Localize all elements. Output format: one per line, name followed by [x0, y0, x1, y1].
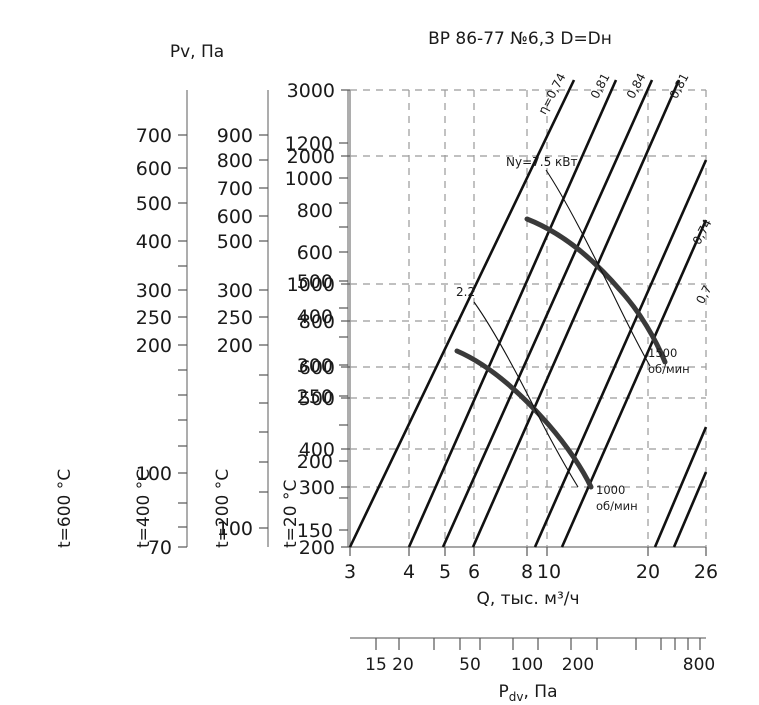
temp200-tick-150: 150 — [297, 520, 333, 542]
main-x-tick-26: 26 — [694, 561, 718, 583]
speed-line-7 — [653, 426, 708, 548]
efficiency-label-081b: 0,81 — [667, 71, 692, 101]
temp200-tick-200: 200 — [297, 451, 333, 473]
pdv-tick-15: 15 — [365, 655, 387, 675]
temp400-tick-250: 250 — [217, 307, 253, 329]
temp200-tick-300: 300 — [297, 355, 333, 377]
speed-line-8 — [672, 471, 708, 548]
temp400-tick-800: 800 — [217, 150, 253, 172]
horizontal-gridlines — [350, 89, 706, 488]
annotation-1500-rpm-unit: об/мин — [648, 362, 690, 376]
temp400-tick-300: 300 — [217, 280, 253, 302]
main-x-tick-10: 10 — [537, 561, 561, 583]
temp600-tick-600: 600 — [136, 158, 172, 180]
pdv-tick-50: 50 — [459, 655, 481, 675]
pdv-axis-title-p: P — [499, 682, 509, 702]
temp200-tick-800: 800 — [297, 200, 333, 222]
vertical-gridlines — [408, 90, 707, 547]
annotation-power-2p2: 2.2 — [456, 285, 475, 299]
temp200-tick-400: 400 — [297, 306, 333, 328]
speed-line-6 — [560, 219, 708, 548]
main-x-ticks — [349, 547, 707, 556]
main-x-tick-5: 5 — [439, 561, 451, 583]
temp600-tick-250: 250 — [136, 307, 172, 329]
main-y-tick-3000: 3000 — [287, 80, 335, 102]
main-plot: 3000 2000 1000 800 600 500 400 300 200 t… — [281, 71, 718, 609]
pdv-axis-title-unit: , Па — [523, 682, 557, 702]
temp200-tick-1200: 1200 — [285, 133, 333, 155]
temp400-tick-900: 900 — [217, 125, 253, 147]
annotation-1500-rpm-value: 1500 — [648, 346, 677, 360]
temp400-tick-700: 700 — [217, 178, 253, 200]
main-x-tick-3: 3 — [344, 561, 356, 583]
main-y-tick-1000: 1000 — [287, 274, 335, 296]
temp600-tick-400: 400 — [136, 231, 172, 253]
main-y-tick-300: 300 — [299, 477, 335, 499]
temp-axis-400-label: t=400 °C — [134, 469, 154, 548]
main-y-tick-800: 800 — [299, 311, 335, 333]
main-y-ticks — [341, 89, 350, 548]
temp-axis-600: 700 600 500 400 300 250 200 100 70 t=600… — [55, 90, 188, 559]
power-curve-2p2 — [473, 301, 579, 488]
temp400-tick-200: 200 — [217, 335, 253, 357]
pv-axis-header: Pv, Па — [170, 42, 224, 62]
temp600-tick-300: 300 — [136, 280, 172, 302]
main-y-tick-200: 200 — [299, 537, 335, 559]
pdv-tick-800: 800 — [683, 655, 715, 675]
speed-lines — [348, 79, 708, 548]
main-y-tick-500: 500 — [299, 388, 335, 410]
temp200-tick-600: 600 — [297, 242, 333, 264]
pdv-axis-title-sub: dv — [509, 690, 524, 704]
pdv-tick-200: 200 — [562, 655, 594, 675]
curve-1500-rpm — [524, 216, 668, 365]
temp600-tick-100: 100 — [136, 463, 172, 485]
temp600-tick-70: 70 — [148, 537, 172, 559]
speed-line-1 — [348, 79, 576, 548]
pdv-tick-20: 20 — [392, 655, 414, 675]
efficiency-labels-right: 0,74 0,7 — [690, 217, 715, 306]
speed-line-5 — [533, 159, 708, 548]
temp200-tick-1000: 1000 — [285, 168, 333, 190]
speed-line-3 — [441, 79, 654, 548]
temp-axis-200: 1200 1000 800 600 500 400 300 250 200 15… — [213, 90, 349, 548]
temp-axis-200-label: t=200 °C — [213, 469, 233, 548]
temp400-tick-100: 100 — [217, 518, 253, 540]
temp-axis-400: 900 800 700 600 500 300 250 200 100 t=40… — [134, 90, 269, 548]
main-x-tick-20: 20 — [636, 561, 660, 583]
temp200-tick-250: 250 — [297, 386, 333, 408]
main-y-tick-600: 600 — [299, 357, 335, 379]
annotation-1000-rpm-value: 1000 — [596, 483, 625, 497]
temp400-tick-600: 600 — [217, 206, 253, 228]
curve-1000-rpm — [454, 348, 594, 490]
main-x-tick-8: 8 — [521, 561, 533, 583]
efficiency-label-right-07: 0,7 — [693, 283, 714, 306]
annotation-1000-rpm-unit: об/мин — [596, 499, 638, 513]
chart-title: ВР 86-77 №6,3 D=Dн — [428, 29, 612, 49]
x-axis-title: Q, тыс. м³/ч — [476, 589, 579, 609]
speed-line-2 — [407, 79, 618, 548]
main-y-tick-400: 400 — [299, 439, 335, 461]
main-x-tick-6: 6 — [468, 561, 480, 583]
temp600-tick-500: 500 — [136, 193, 172, 215]
speed-line-4 — [471, 79, 681, 548]
temp400-tick-500: 500 — [217, 231, 253, 253]
temp600-tick-200: 200 — [136, 335, 172, 357]
temp600-tick-700: 700 — [136, 125, 172, 147]
temp-axis-600-label: t=600 °C — [55, 469, 75, 548]
pdv-axis-title: Pdv, Па — [499, 682, 558, 704]
temp-axis-20-label: t=20 °C — [281, 480, 301, 548]
pdv-tick-100: 100 — [511, 655, 543, 675]
main-x-tick-4: 4 — [403, 561, 415, 583]
power-curve-7p5 — [545, 169, 651, 367]
annotation-power-7p5: Nу=7.5 кВт — [506, 155, 578, 169]
temp200-tick-500: 500 — [297, 271, 333, 293]
efficiency-label-right-074: 0,74 — [690, 217, 715, 247]
main-y-tick-2000: 2000 — [287, 146, 335, 168]
efficiency-label-074: η=0,74 — [535, 71, 568, 117]
pdv-axis: 15 20 50 100 200 800 Pdv, Па — [350, 637, 715, 704]
